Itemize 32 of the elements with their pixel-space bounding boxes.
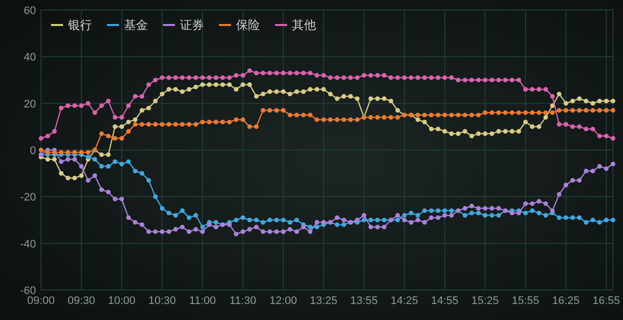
legend-label: 保险: [236, 18, 260, 32]
x-tick-label: 14:25: [390, 295, 418, 307]
legend-label: 基金: [124, 18, 148, 32]
x-tick-label: 13:55: [350, 295, 378, 307]
legend-label: 其他: [292, 18, 316, 32]
x-tick-label: 16:25: [552, 295, 580, 307]
x-tick-label: 16:55: [592, 295, 620, 307]
legend-item: 保险: [219, 18, 260, 32]
x-tick-label: 15:25: [471, 295, 499, 307]
legend-item: 银行: [51, 18, 92, 32]
x-tick-label: 09:00: [27, 295, 55, 307]
x-tick-label: 15:55: [512, 295, 540, 307]
x-tick-label: 12:00: [269, 295, 298, 307]
y-tick-label: 0: [30, 145, 36, 157]
legend-item: 证券: [163, 18, 204, 32]
legend-item: 基金: [107, 18, 148, 32]
y-tick-label: 60: [24, 5, 36, 17]
x-tick-label: 13:25: [310, 295, 338, 307]
x-tick-label: 10:30: [148, 295, 176, 307]
legend-item: 其他: [275, 18, 316, 32]
legend-label: 银行: [67, 18, 92, 32]
y-tick-label: -20: [20, 192, 36, 204]
x-tick-label: 10:00: [108, 295, 136, 307]
x-tick-label: 14:55: [431, 295, 459, 307]
x-tick-label: 11:00: [189, 295, 216, 307]
y-tick-label: 20: [24, 98, 36, 110]
y-tick-label: 40: [24, 52, 36, 64]
x-tick-label: 11:30: [230, 295, 256, 307]
legend-label: 证券: [180, 18, 204, 32]
y-tick-label: -40: [20, 238, 36, 250]
x-tick-label: 09:30: [68, 295, 96, 307]
y-tick-label: -60: [20, 285, 36, 297]
